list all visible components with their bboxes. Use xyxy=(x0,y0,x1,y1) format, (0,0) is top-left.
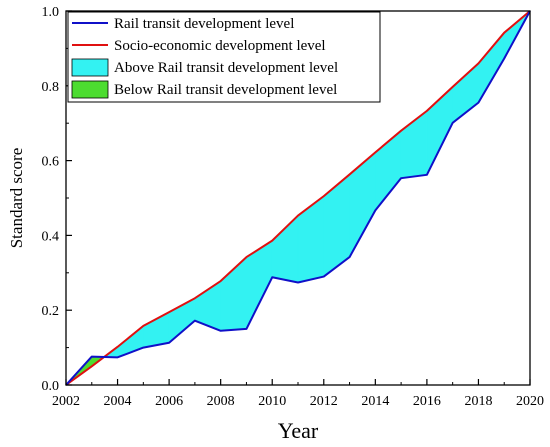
legend: Rail transit development level Socio-eco… xyxy=(67,11,381,103)
above-fill-segment xyxy=(478,31,505,104)
y-tick-label: 0.0 xyxy=(42,379,60,394)
x-tick-label: 2020 xyxy=(516,394,544,409)
above-fill-segment xyxy=(143,311,170,348)
legend-box xyxy=(67,11,381,103)
legend-label-socio: Socio-economic development level xyxy=(114,38,326,54)
x-tick-label: 2012 xyxy=(310,394,338,409)
y-tick-label: 1.0 xyxy=(42,5,60,20)
x-tick-label: 2002 xyxy=(52,394,80,409)
x-tick-label: 2008 xyxy=(207,394,235,409)
y-tick-label: 0.2 xyxy=(42,304,60,319)
legend-swatch-above xyxy=(71,58,109,77)
socio-economic-line xyxy=(65,10,531,386)
x-tick-label: 2014 xyxy=(361,394,389,409)
rail-transit-line xyxy=(65,10,531,386)
x-tick-label: 2018 xyxy=(464,394,492,409)
legend-swatch-below xyxy=(71,80,109,99)
above-fill-segment xyxy=(349,151,376,258)
legend-label-rail: Rail transit development level xyxy=(114,16,294,32)
x-axis-title: Year xyxy=(278,418,319,443)
axis-ticks: 2002 2004 2006 2008 2010 2012 2014 2016 2018 2020… xyxy=(42,5,545,409)
legend-label-above: Above Rail transit development level xyxy=(114,60,338,76)
x-tick-label: 2016 xyxy=(413,394,441,409)
x-tick-label: 2010 xyxy=(258,394,286,409)
above-fill-segment xyxy=(271,214,299,283)
above-fill-segment xyxy=(297,195,325,283)
series-lines xyxy=(65,10,531,386)
y-tick-label: 0.6 xyxy=(42,155,60,170)
y-tick-label: 0.8 xyxy=(42,80,60,95)
y-axis-title: Standard score xyxy=(7,148,26,249)
y-tick-label: 0.4 xyxy=(42,229,60,244)
x-tick-label: 2006 xyxy=(155,394,183,409)
x-tick-label: 2004 xyxy=(104,394,132,409)
legend-label-below: Below Rail transit development level xyxy=(114,82,337,98)
